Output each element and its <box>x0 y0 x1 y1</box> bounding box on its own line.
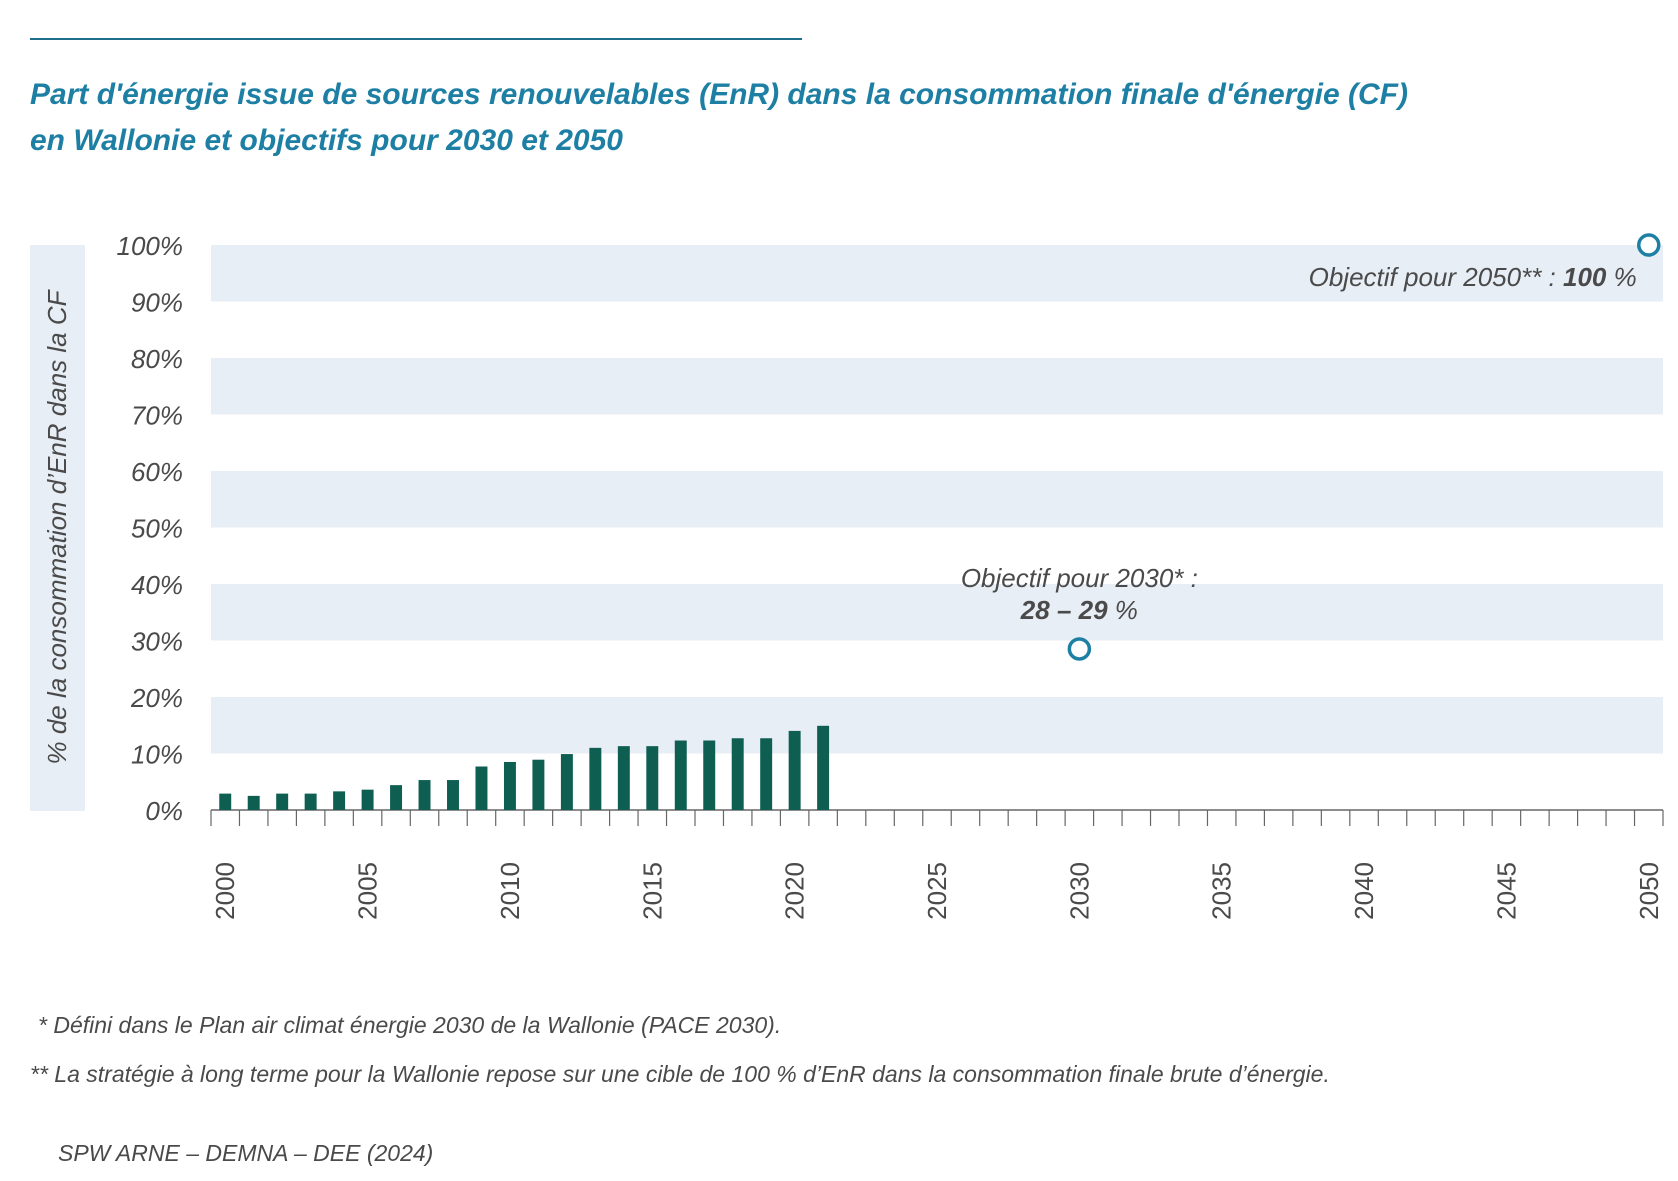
footnote-2: ** La stratégie à long terme pour la Wal… <box>30 1061 1330 1087</box>
y-tick-label: 10% <box>131 740 183 770</box>
bar <box>674 740 687 810</box>
bar <box>219 793 232 810</box>
grid-band <box>211 697 1663 754</box>
x-tick-label: 2010 <box>495 862 525 920</box>
target-marker-2050 <box>1637 233 1661 257</box>
chart-title: Part d'énergie issue de sources renouvel… <box>30 72 1530 164</box>
title-line-1: Part d'énergie issue de sources renouvel… <box>30 78 1408 111</box>
x-tick-label: 2045 <box>1491 862 1521 920</box>
y-tick-label: 0% <box>145 796 183 826</box>
top-rule <box>30 38 802 40</box>
target-label-2030: Objectif pour 2030* : <box>961 563 1198 593</box>
y-tick-label: 90% <box>131 288 183 318</box>
chart: 0% 10% 20% 30% 40% 50% 60% 70% 80% 90% 100% % de la… <box>30 231 1664 920</box>
bar <box>788 730 801 810</box>
bar <box>276 793 289 810</box>
bar <box>418 780 431 810</box>
bar <box>304 793 317 810</box>
source-credit: SPW ARNE – DEMNA – DEE (2024) <box>58 1140 434 1166</box>
bar <box>560 754 573 810</box>
x-tick-label: 2035 <box>1207 862 1237 920</box>
y-tick-label: 40% <box>131 570 183 600</box>
bar <box>475 766 488 810</box>
x-tick-label: 2040 <box>1349 862 1379 920</box>
bar <box>703 740 716 810</box>
bar <box>447 780 459 810</box>
target-value-2030: 28 – 29 % <box>1020 595 1138 625</box>
bar <box>247 795 260 810</box>
grid-band <box>211 358 1663 415</box>
target-marker-2030 <box>1067 637 1092 661</box>
bar <box>817 725 830 810</box>
target-label-2050: Objectif pour 2050** : 100 % <box>1309 262 1637 292</box>
bar <box>333 791 346 810</box>
x-tick-label: 2005 <box>353 862 383 920</box>
y-tick-label: 60% <box>131 457 183 487</box>
y-tick-label: 80% <box>131 344 183 374</box>
bar <box>617 746 630 810</box>
target-value-number: 100 <box>1563 262 1607 292</box>
bar <box>361 789 374 810</box>
grid-band <box>211 584 1663 641</box>
bar <box>760 738 773 810</box>
x-tick-label: 2030 <box>1064 862 1094 920</box>
bar <box>731 738 744 810</box>
grid-band <box>211 471 1663 528</box>
target-text: Objectif pour 2050** : <box>1309 262 1563 292</box>
target-unit: % <box>1108 595 1138 625</box>
y-tick-label: 50% <box>131 514 183 544</box>
y-tick-label: 70% <box>131 401 183 431</box>
y-tick-label: 100% <box>117 231 184 261</box>
x-tick-label: 2020 <box>780 862 810 920</box>
grid-band <box>211 245 1663 302</box>
ylabel-panel <box>30 245 85 811</box>
bar <box>390 785 403 810</box>
x-tick-label: 2050 <box>1634 862 1664 920</box>
target-unit: % <box>1606 262 1636 292</box>
bar <box>646 746 659 810</box>
bar <box>532 759 545 810</box>
y-axis-label: % de la consommation d’EnR dans la CF <box>42 288 72 764</box>
target-value-number: 28 – 29 <box>1020 595 1108 625</box>
x-tick-label: 2025 <box>922 862 952 920</box>
y-tick-label: 30% <box>131 627 183 657</box>
bar <box>503 761 516 810</box>
y-tick-label: 20% <box>130 683 183 713</box>
footnote-1: * Défini dans le Plan air climat énergie… <box>38 1012 782 1038</box>
title-line-2: en Wallonie et objectifs pour 2030 et 20… <box>30 124 623 157</box>
x-tick-label: 2015 <box>637 862 667 920</box>
bar <box>589 747 602 810</box>
x-tick-label: 2000 <box>210 862 240 920</box>
